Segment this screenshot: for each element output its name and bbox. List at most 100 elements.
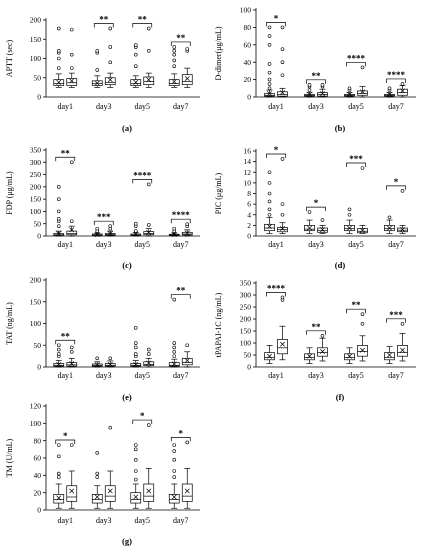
outlier-point [133, 457, 138, 462]
outlier-point [172, 457, 177, 462]
y-axis-label: APTT (sec) [5, 39, 14, 77]
outlier-point [69, 160, 74, 165]
outlier-point [69, 345, 74, 350]
outlier-point [56, 347, 61, 352]
outlier-point [133, 52, 138, 57]
y-tick-label: 100 [240, 339, 252, 348]
mean-marker [360, 89, 365, 95]
y-tick-label: 0 [247, 363, 251, 372]
outlier-point [360, 166, 365, 170]
outlier-point [133, 345, 138, 350]
mean-marker [387, 352, 392, 358]
significance-bracket [93, 220, 114, 226]
outlier-point [172, 58, 177, 63]
mean-marker [400, 347, 405, 353]
outlier-point [56, 454, 61, 459]
mean-marker [184, 76, 190, 81]
outlier-point [108, 224, 113, 228]
box [397, 88, 408, 96]
outlier-point [172, 45, 177, 49]
outlier-point [133, 477, 138, 482]
mean-marker [56, 495, 62, 501]
y-tick-label: 8 [247, 189, 251, 198]
box [277, 91, 288, 97]
mean-marker [146, 229, 152, 235]
category-label: day3 [96, 371, 112, 380]
outlier-point [146, 26, 151, 31]
panel-label: (a) [122, 123, 132, 133]
significance-bracket [386, 78, 406, 83]
outlier-point [95, 68, 100, 72]
outlier-point [56, 185, 61, 189]
significance-bracket [170, 294, 191, 299]
significance-bracket [55, 439, 76, 444]
mean-marker [69, 78, 75, 84]
y-axis-label: PIC (μg/mL) [214, 172, 223, 214]
box [181, 483, 193, 502]
y-tick-label: 0 [37, 232, 41, 241]
y-tick-label: 20 [34, 488, 42, 497]
mean-marker [320, 227, 325, 233]
mean-marker [387, 225, 392, 231]
outlier-point [347, 212, 352, 217]
y-tick-label: 350 [240, 279, 252, 288]
category-label: day3 [308, 102, 324, 111]
panel-label: (e) [122, 392, 132, 402]
category-label: day7 [173, 102, 189, 111]
category-label: day5 [348, 240, 364, 249]
significance-label: * [63, 431, 68, 441]
outlier-point [267, 207, 272, 212]
box [357, 90, 368, 96]
outlier-point [133, 447, 138, 452]
category-label: day5 [348, 102, 364, 111]
significance-label: *** [97, 212, 111, 222]
outlier-point [267, 86, 272, 91]
outlier-point [133, 64, 138, 68]
mean-marker [184, 230, 190, 236]
y-tick-label: 20 [244, 75, 252, 84]
category-label: day7 [388, 102, 404, 111]
mean-marker [107, 361, 113, 367]
box [66, 485, 78, 502]
outlier-point [400, 321, 405, 326]
y-tick-label: 80 [244, 23, 252, 32]
significance-bracket [170, 41, 191, 46]
box [168, 79, 180, 86]
mean-marker [69, 488, 75, 494]
mean-marker [171, 79, 177, 85]
mean-marker [94, 232, 100, 237]
outlier-point [56, 224, 61, 228]
y-tick-label: 150 [30, 297, 42, 306]
box [304, 353, 315, 361]
box [264, 223, 275, 232]
y-tick-label: 2 [247, 221, 251, 230]
category-label: day1 [268, 371, 284, 380]
outlier-point [307, 83, 312, 87]
outlier-point [133, 221, 138, 226]
y-tick-label: 200 [30, 16, 42, 25]
outlier-point [267, 170, 272, 175]
outlier-point [146, 423, 151, 427]
outlier-point [307, 210, 312, 214]
outlier-point [133, 229, 138, 233]
category-label: day3 [308, 371, 324, 380]
outlier-point [56, 217, 61, 221]
y-tick-label: 60 [34, 454, 42, 463]
significance-bracket [170, 218, 191, 224]
y-tick-label: 200 [30, 182, 42, 191]
mean-marker [267, 91, 272, 96]
category-label: day5 [134, 516, 150, 525]
outlier-point [69, 349, 74, 354]
y-tick-label: 40 [34, 471, 42, 480]
mean-marker [94, 362, 100, 368]
panel-label: (f) [336, 392, 345, 402]
category-label: day1 [268, 240, 284, 249]
outlier-point [172, 48, 177, 53]
outlier-point [146, 347, 151, 352]
outlier-point [347, 207, 352, 212]
outlier-point [267, 34, 272, 38]
outlier-point [108, 60, 113, 65]
outlier-point [69, 27, 74, 32]
